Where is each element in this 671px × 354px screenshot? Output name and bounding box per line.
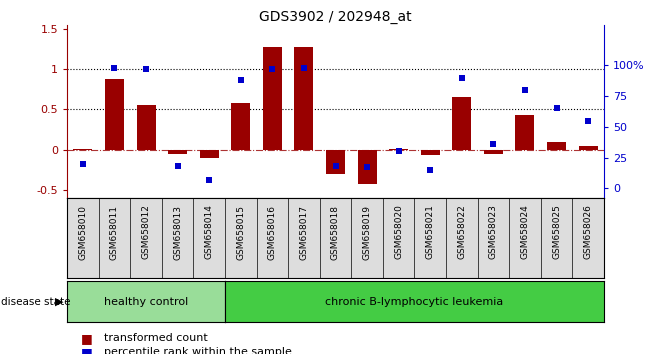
Text: GSM658023: GSM658023	[489, 205, 498, 259]
Text: transformed count: transformed count	[104, 333, 208, 343]
Bar	[515, 115, 534, 150]
Point	[267, 66, 278, 72]
Bar	[105, 79, 124, 150]
Point	[141, 66, 152, 72]
Text: ▶: ▶	[55, 297, 64, 307]
Text: GSM658015: GSM658015	[236, 205, 246, 259]
Bar	[168, 150, 187, 154]
Point	[456, 75, 467, 80]
Text: GSM658018: GSM658018	[331, 205, 340, 259]
Text: GSM658020: GSM658020	[394, 205, 403, 259]
Bar	[358, 150, 376, 184]
Text: ■: ■	[81, 346, 93, 354]
Bar	[547, 142, 566, 150]
Text: GSM658025: GSM658025	[552, 205, 561, 259]
Bar	[421, 150, 440, 155]
Point	[362, 165, 372, 170]
Text: GSM658011: GSM658011	[110, 205, 119, 259]
Point	[551, 105, 562, 111]
Text: disease state: disease state	[1, 297, 70, 307]
Text: GSM658013: GSM658013	[173, 205, 182, 259]
Point	[425, 167, 435, 173]
Bar	[200, 150, 219, 158]
Text: chronic B-lymphocytic leukemia: chronic B-lymphocytic leukemia	[325, 297, 503, 307]
Bar	[389, 149, 408, 150]
Bar	[452, 97, 471, 150]
Text: GSM658016: GSM658016	[268, 205, 277, 259]
Point	[330, 164, 341, 169]
Bar	[263, 47, 282, 150]
Text: GSM658019: GSM658019	[362, 205, 372, 259]
Point	[488, 141, 499, 147]
Point	[582, 118, 593, 124]
Bar	[578, 146, 598, 150]
Bar	[326, 150, 345, 174]
Point	[204, 177, 215, 183]
Point	[236, 77, 246, 83]
Text: GSM658024: GSM658024	[521, 205, 529, 259]
Bar	[484, 150, 503, 154]
Text: GSM658026: GSM658026	[584, 205, 592, 259]
Point	[393, 149, 404, 154]
Text: healthy control: healthy control	[104, 297, 188, 307]
Text: GSM658021: GSM658021	[425, 205, 435, 259]
Text: GSM658022: GSM658022	[458, 205, 466, 259]
Point	[78, 161, 89, 167]
Text: percentile rank within the sample: percentile rank within the sample	[104, 347, 292, 354]
Text: GSM658014: GSM658014	[205, 205, 213, 259]
Title: GDS3902 / 202948_at: GDS3902 / 202948_at	[259, 10, 412, 24]
Point	[172, 164, 183, 169]
Point	[109, 65, 120, 71]
Text: ■: ■	[81, 332, 93, 344]
Text: GSM658017: GSM658017	[299, 205, 309, 259]
Bar	[73, 149, 93, 150]
Text: GSM658012: GSM658012	[142, 205, 150, 259]
Bar	[231, 103, 250, 150]
Point	[519, 87, 530, 93]
Bar	[295, 47, 313, 150]
Text: GSM658010: GSM658010	[79, 205, 87, 259]
Bar	[137, 105, 156, 150]
Point	[299, 65, 309, 71]
